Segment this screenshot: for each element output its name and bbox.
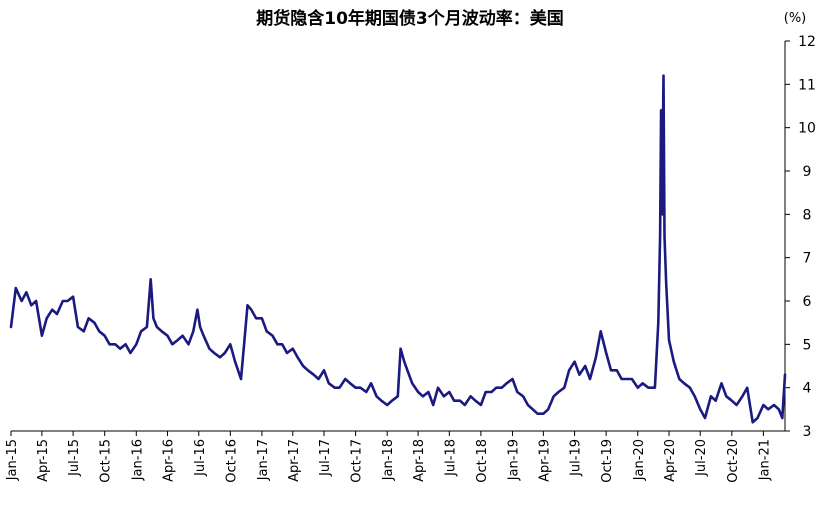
x-tick-label: Oct-15 <box>99 439 114 483</box>
x-tick-label: Jan-20 <box>632 439 647 481</box>
x-tick-label: Oct-18 <box>475 439 490 483</box>
series-group <box>9 74 787 424</box>
y-axis-ticks: 3 4 5 6 7 8 9 10 11 12 <box>785 34 816 440</box>
chart-title: 期货隐含10年期国债3个月波动率：美国 <box>256 8 564 29</box>
x-tick-label: Oct-17 <box>350 439 365 483</box>
x-tick-label: Apr-20 <box>663 439 678 482</box>
x-tick-label: Oct-16 <box>224 439 239 483</box>
series-line <box>9 74 787 424</box>
x-tick-label: Jan-19 <box>506 439 521 481</box>
x-tick-label: Oct-20 <box>726 439 741 483</box>
x-tick-label: Jul-20 <box>694 439 709 477</box>
y-tick-label: 5 <box>803 337 812 353</box>
x-tick-label: Apr-19 <box>537 439 552 482</box>
x-tick-label: Oct-19 <box>600 439 615 483</box>
y-tick-label: 11 <box>798 77 816 93</box>
x-tick-label: Jan-16 <box>130 439 145 481</box>
x-tick-label: Jul-15 <box>67 439 82 477</box>
y-tick-label: 12 <box>798 34 816 50</box>
y-tick-label: 3 <box>803 424 812 440</box>
x-tick-label: Jan-17 <box>256 439 271 481</box>
axes <box>11 41 786 432</box>
x-tick-label: Jul-16 <box>193 439 208 477</box>
y-tick-label: 7 <box>803 251 812 267</box>
x-tick-label: Apr-18 <box>412 439 427 482</box>
y-axis-unit-label: (%) <box>784 11 807 26</box>
y-tick-label: 8 <box>803 207 812 223</box>
x-tick-label: Jan-21 <box>757 439 772 481</box>
y-tick-label: 9 <box>803 164 812 180</box>
y-tick-label: 10 <box>798 121 816 137</box>
x-tick-label: Apr-15 <box>36 439 51 482</box>
y-tick-label: 6 <box>803 294 812 310</box>
x-tick-label: Jan-18 <box>381 439 396 481</box>
x-tick-label: Jul-19 <box>569 439 584 477</box>
x-axis-ticks: Jan-15 Apr-15 Jul-15 Oct-15 Jan-16 Apr-16 Jul-… <box>5 431 772 483</box>
y-tick-label: 4 <box>803 381 812 397</box>
x-tick-label: Jul-17 <box>318 439 333 477</box>
x-tick-label: Apr-17 <box>287 439 302 482</box>
x-tick-label: Jul-18 <box>443 439 458 477</box>
x-tick-label: Apr-16 <box>162 439 177 482</box>
x-tick-label: Jan-15 <box>5 439 20 481</box>
